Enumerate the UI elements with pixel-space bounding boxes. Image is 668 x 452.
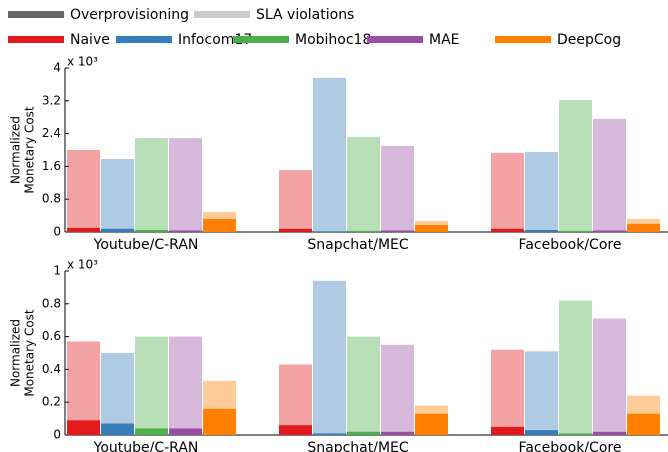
bar-segment — [627, 413, 660, 435]
bar-segment — [67, 420, 100, 435]
bar-segment — [415, 413, 448, 435]
bar-segment — [347, 230, 380, 232]
bar-segment — [313, 77, 346, 232]
bar-segment — [525, 430, 558, 435]
bar-segment — [169, 428, 202, 435]
y-axis-label: Normalized — [9, 319, 23, 387]
legend-swatch — [8, 11, 64, 18]
legend-label: DeepCog — [557, 32, 621, 48]
x-tick-label: Youtube/C-RAN — [93, 440, 199, 452]
bar-segment — [203, 380, 236, 409]
bar-segment — [203, 211, 236, 219]
y-tick-label: 4 — [53, 61, 61, 75]
legend-swatch — [495, 36, 551, 43]
legend-label: Naive — [70, 32, 110, 48]
bar-segment — [67, 227, 100, 232]
bar-segment — [313, 280, 346, 434]
bar-segment — [559, 433, 592, 435]
bar-segment — [169, 230, 202, 232]
bar-segment — [627, 223, 660, 232]
bar-segment — [135, 336, 168, 429]
bar-segment — [491, 228, 524, 232]
y-tick-label: 1 — [53, 264, 61, 278]
legend-swatch — [194, 11, 250, 18]
legend-label: Mobihoc18 — [295, 32, 371, 48]
y-tick-label: 0.6 — [42, 329, 61, 343]
x-tick-label: Youtube/C-RAN — [93, 237, 199, 253]
legend-swatch — [367, 36, 423, 43]
y-tick-label: 0.8 — [42, 296, 61, 310]
bar-segment — [525, 229, 558, 232]
y-tick-label: 0 — [53, 225, 61, 239]
bar-segment — [627, 395, 660, 414]
y-axis-label: Normalized — [9, 116, 23, 184]
legend-swatch — [8, 36, 64, 43]
bar-segment — [101, 353, 134, 424]
y-axis-label: Monetary Cost — [23, 309, 37, 397]
bar-segment — [169, 138, 202, 231]
multiplier: x 10³ — [67, 258, 98, 272]
legend-swatch — [116, 36, 172, 43]
bar-segment — [525, 351, 558, 431]
bar-segment — [313, 231, 346, 232]
bar-segment — [593, 230, 626, 232]
bar-segment — [135, 428, 168, 435]
bar-segment — [347, 136, 380, 231]
bar-segment — [559, 99, 592, 231]
bar-segment — [67, 150, 100, 228]
bar-segment — [593, 318, 626, 432]
bar-segment — [559, 230, 592, 232]
y-tick-label: 2.4 — [42, 126, 61, 140]
bar-segment — [279, 364, 312, 426]
y-tick-label: 1.6 — [42, 159, 61, 173]
bar-segment — [381, 230, 414, 232]
bar-segment — [203, 218, 236, 232]
multiplier: x 10³ — [67, 55, 98, 69]
bar-segment — [627, 218, 660, 224]
x-tick-label: Facebook/Core — [519, 440, 622, 452]
bar-segment — [101, 159, 134, 229]
bar-segment — [279, 228, 312, 232]
x-tick-label: Facebook/Core — [519, 237, 622, 253]
bar-segment — [279, 170, 312, 229]
x-tick-label: Snapchat/MEC — [307, 440, 409, 452]
bar-segment — [559, 300, 592, 434]
bar-segment — [67, 341, 100, 421]
bar-segment — [491, 426, 524, 435]
bar-segment — [415, 220, 448, 226]
legend-label: Overprovisioning — [70, 7, 189, 23]
bar-segment — [347, 431, 380, 435]
bar-segment — [381, 344, 414, 432]
bar-segment — [279, 425, 312, 435]
bar-segment — [347, 336, 380, 432]
y-tick-label: 3.2 — [42, 93, 61, 107]
bar-segment — [203, 408, 236, 435]
bar-segment — [415, 225, 448, 232]
y-tick-label: 0 — [53, 428, 61, 442]
bar-segment — [313, 433, 346, 435]
y-axis-label: Monetary Cost — [23, 106, 37, 194]
bar-segment — [593, 118, 626, 231]
bar-segment — [135, 229, 168, 232]
x-tick-label: Snapchat/MEC — [307, 237, 409, 253]
bar-segment — [381, 145, 414, 231]
legend-swatch — [233, 36, 289, 43]
legend-label: SLA violations — [256, 7, 354, 23]
bar-segment — [491, 152, 524, 229]
bar-segment — [415, 405, 448, 414]
legend-label: MAE — [429, 32, 460, 48]
bar-segment — [593, 431, 626, 435]
y-tick-label: 0.8 — [42, 192, 61, 206]
bar-segment — [169, 336, 202, 429]
bar-segment — [525, 152, 558, 230]
bar-segment — [101, 423, 134, 435]
bar-segment — [135, 138, 168, 230]
bar-segment — [491, 349, 524, 427]
bar-segment — [381, 431, 414, 435]
y-tick-label: 0.4 — [42, 362, 61, 376]
bar-segment — [101, 228, 134, 232]
y-tick-label: 0.2 — [42, 395, 61, 409]
